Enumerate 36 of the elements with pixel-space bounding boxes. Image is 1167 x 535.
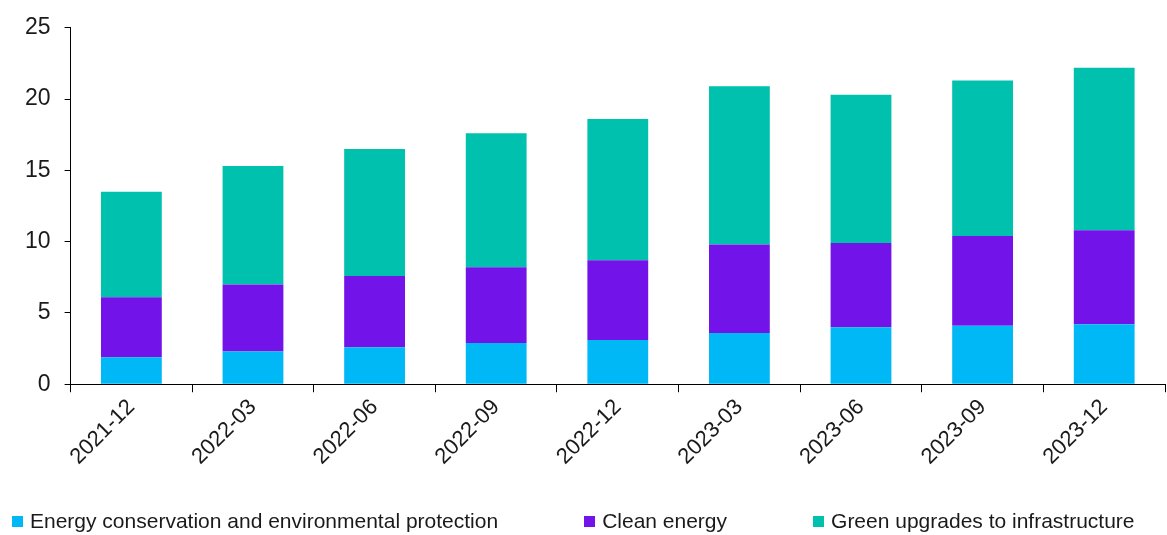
y-tick-label: 15 bbox=[24, 155, 51, 182]
bar bbox=[465, 342, 527, 384]
bar bbox=[708, 332, 770, 384]
bar bbox=[222, 351, 284, 384]
bar bbox=[587, 340, 649, 384]
legend-label: Green upgrades to infrastructure bbox=[831, 508, 1135, 534]
bar bbox=[100, 357, 162, 384]
bar bbox=[344, 275, 405, 348]
bar bbox=[222, 166, 284, 285]
bar bbox=[830, 243, 892, 328]
bar bbox=[587, 119, 649, 261]
bar bbox=[1073, 230, 1135, 325]
bar bbox=[952, 325, 1013, 384]
y-tick-label: 20 bbox=[24, 84, 51, 111]
bar bbox=[952, 80, 1013, 236]
bar bbox=[830, 94, 892, 244]
bar bbox=[344, 148, 405, 276]
bar bbox=[465, 267, 527, 343]
bar bbox=[708, 86, 770, 245]
bar bbox=[587, 260, 649, 341]
legend-label: Energy conservation and environmental protection bbox=[30, 508, 499, 534]
bar bbox=[708, 244, 770, 333]
bar bbox=[1073, 324, 1135, 384]
bar bbox=[344, 347, 405, 384]
bar bbox=[222, 284, 284, 352]
y-tick-label: 25 bbox=[24, 13, 51, 40]
bar bbox=[465, 133, 527, 268]
bar bbox=[952, 235, 1013, 326]
y-tick-label: 5 bbox=[37, 298, 51, 325]
legend-label: Clean energy bbox=[602, 508, 728, 534]
bar bbox=[100, 191, 162, 298]
bar bbox=[100, 297, 162, 358]
y-tick-label: 0 bbox=[37, 369, 51, 396]
bar bbox=[1073, 67, 1135, 231]
y-tick-label: 10 bbox=[24, 227, 51, 254]
bar bbox=[830, 327, 892, 384]
